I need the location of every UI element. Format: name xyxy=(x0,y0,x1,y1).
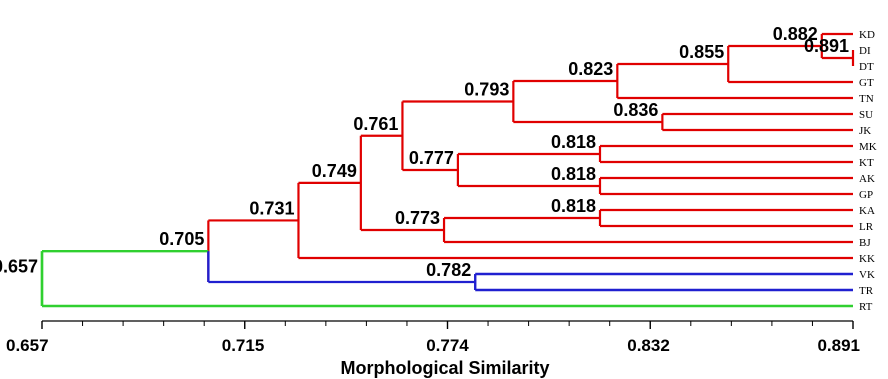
x-axis-ticks: 0.657 0.715 0.774 0.832 0.891 xyxy=(6,321,860,355)
node-similarity-label: 0.855 xyxy=(679,42,724,62)
leaf-label-kk: KK xyxy=(859,253,875,265)
leaf-label-di: DI xyxy=(859,45,871,57)
x-axis: 0.657 0.715 0.774 0.832 0.891 xyxy=(6,320,860,355)
leaf-label-ka: KA xyxy=(859,205,875,217)
leaf-label-tr: TR xyxy=(859,285,874,297)
leaf-label-bj: BJ xyxy=(859,237,871,249)
node-similarity-label: 0.731 xyxy=(249,198,294,218)
x-tick-label: 0.715 xyxy=(222,336,265,355)
x-axis-title: Morphological Similarity xyxy=(340,358,549,378)
leaf-label-su: SU xyxy=(859,109,873,121)
leaf-label-tn: TN xyxy=(859,93,874,105)
node-similarity-label: 0.823 xyxy=(568,59,613,79)
x-tick-label: 0.891 xyxy=(817,336,860,355)
node-similarity-label: 0.777 xyxy=(409,148,454,168)
node-similarity-label: 0.793 xyxy=(464,80,509,100)
x-tick-label: 0.657 xyxy=(6,336,49,355)
node-similarity-label: 0.891 xyxy=(804,36,849,56)
leaf-labels: KD DI DT GT TN SU JK MK KT AK GP KA LR BJ KK VK TR RT xyxy=(859,29,877,313)
node-similarity-label: 0.836 xyxy=(613,100,658,120)
node-similarity-label: 0.705 xyxy=(159,229,204,249)
node-similarity-label: 0.749 xyxy=(312,161,357,181)
leaf-label-mk: MK xyxy=(859,141,877,153)
leaf-label-rt: RT xyxy=(859,301,873,313)
leaf-label-kd: KD xyxy=(859,29,875,41)
leaf-label-ak: AK xyxy=(859,173,875,185)
leaf-label-gp: GP xyxy=(859,189,873,201)
leaf-label-jk: JK xyxy=(859,125,871,137)
node-similarity-label: 0.818 xyxy=(551,164,596,184)
x-tick-label: 0.774 xyxy=(426,336,469,355)
node-similarity-label: 0.882 xyxy=(773,24,818,44)
node-similarity-label: 0.773 xyxy=(395,208,440,228)
leaf-label-vk: VK xyxy=(859,269,875,281)
node-similarity-label: 0.818 xyxy=(551,132,596,152)
node-similarity-label: 0.657 xyxy=(0,257,38,277)
node-similarity-label: 0.818 xyxy=(551,196,596,216)
dendrogram-branches xyxy=(40,32,855,308)
node-similarity-label: 0.761 xyxy=(353,114,398,134)
leaf-label-lr: LR xyxy=(859,221,874,233)
leaf-label-kt: KT xyxy=(859,157,874,169)
leaf-label-dt: DT xyxy=(859,61,874,73)
leaf-label-gt: GT xyxy=(859,77,874,89)
x-tick-label: 0.832 xyxy=(627,336,670,355)
node-similarity-label: 0.782 xyxy=(426,260,471,280)
